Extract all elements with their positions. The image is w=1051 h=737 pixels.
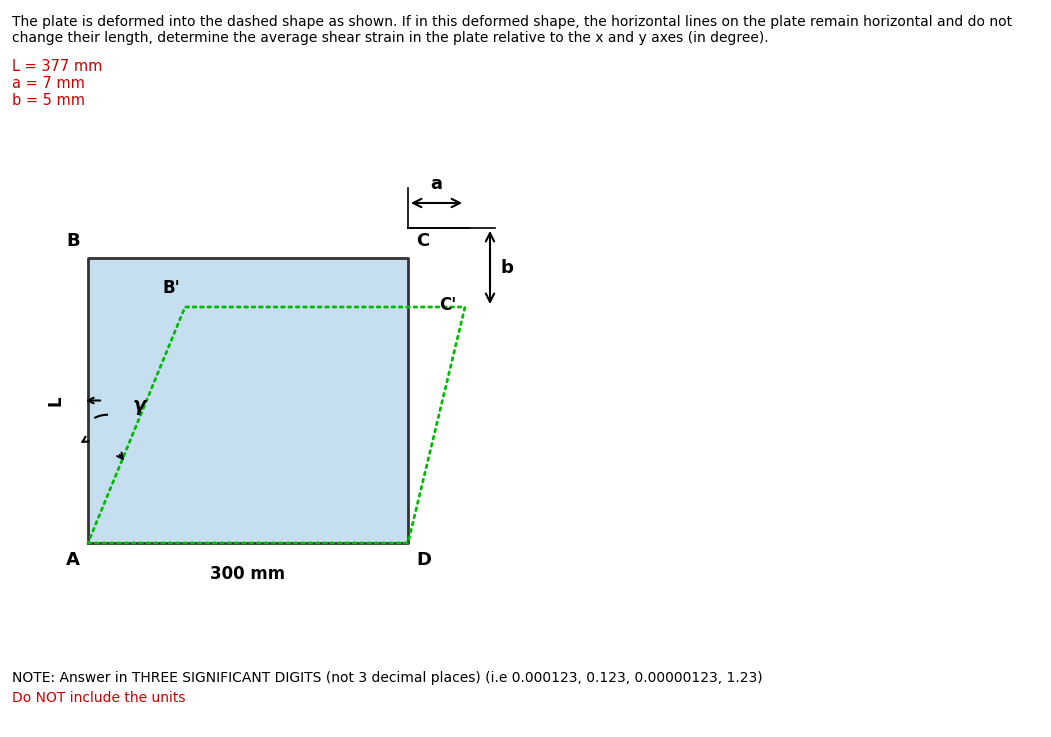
Text: b: b: [500, 259, 513, 276]
Text: NOTE: Answer in THREE SIGNIFICANT DIGITS (not 3 decimal places) (i.e 0.000123, 0: NOTE: Answer in THREE SIGNIFICANT DIGITS…: [12, 671, 763, 685]
Text: C: C: [416, 232, 429, 250]
Text: γ: γ: [133, 396, 146, 415]
Text: a = 7 mm: a = 7 mm: [12, 76, 85, 91]
Text: D: D: [416, 551, 431, 569]
Text: a: a: [431, 175, 442, 193]
Text: B: B: [66, 232, 80, 250]
Text: 300 mm: 300 mm: [210, 565, 286, 583]
Text: B': B': [162, 279, 180, 297]
Polygon shape: [88, 258, 408, 543]
Text: change their length, determine the average shear strain in the plate relative to: change their length, determine the avera…: [12, 31, 768, 45]
Text: A: A: [66, 551, 80, 569]
Text: L = 377 mm: L = 377 mm: [12, 59, 102, 74]
Text: The plate is deformed into the dashed shape as shown. If in this deformed shape,: The plate is deformed into the dashed sh…: [12, 15, 1012, 29]
Text: b = 5 mm: b = 5 mm: [12, 93, 85, 108]
Text: Do NOT include the units: Do NOT include the units: [12, 691, 185, 705]
Text: C': C': [439, 296, 457, 314]
Text: L: L: [47, 395, 65, 406]
